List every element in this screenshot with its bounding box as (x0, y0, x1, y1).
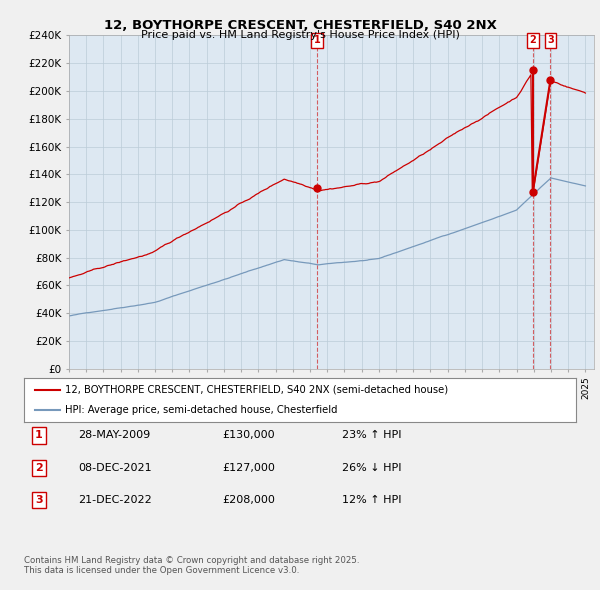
Text: 12, BOYTHORPE CRESCENT, CHESTERFIELD, S40 2NX: 12, BOYTHORPE CRESCENT, CHESTERFIELD, S4… (104, 19, 496, 32)
Text: £127,000: £127,000 (222, 463, 275, 473)
Text: 3: 3 (35, 496, 43, 505)
Text: 21-DEC-2022: 21-DEC-2022 (78, 496, 152, 505)
Text: Contains HM Land Registry data © Crown copyright and database right 2025.
This d: Contains HM Land Registry data © Crown c… (24, 556, 359, 575)
Text: 12, BOYTHORPE CRESCENT, CHESTERFIELD, S40 2NX (semi-detached house): 12, BOYTHORPE CRESCENT, CHESTERFIELD, S4… (65, 385, 449, 395)
Text: £130,000: £130,000 (222, 431, 275, 440)
Text: 23% ↑ HPI: 23% ↑ HPI (342, 431, 401, 440)
Text: 2: 2 (35, 463, 43, 473)
Text: 08-DEC-2021: 08-DEC-2021 (78, 463, 152, 473)
Text: 1: 1 (35, 431, 43, 440)
Text: 12% ↑ HPI: 12% ↑ HPI (342, 496, 401, 505)
Text: Price paid vs. HM Land Registry's House Price Index (HPI): Price paid vs. HM Land Registry's House … (140, 30, 460, 40)
Text: 26% ↓ HPI: 26% ↓ HPI (342, 463, 401, 473)
Text: 3: 3 (547, 35, 554, 45)
Text: HPI: Average price, semi-detached house, Chesterfield: HPI: Average price, semi-detached house,… (65, 405, 338, 415)
Text: 1: 1 (314, 35, 320, 45)
Text: 2: 2 (529, 35, 536, 45)
Text: £208,000: £208,000 (222, 496, 275, 505)
Text: 28-MAY-2009: 28-MAY-2009 (78, 431, 150, 440)
